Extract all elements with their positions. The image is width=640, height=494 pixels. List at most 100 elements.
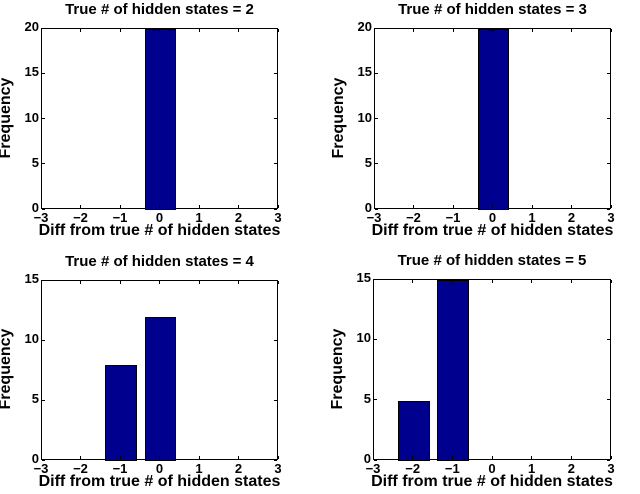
x-tick-mark-top xyxy=(571,29,572,32)
y-tick-mark xyxy=(375,27,378,29)
y-tick-label: 15 xyxy=(24,271,39,286)
x-tick-label: 2 xyxy=(567,210,576,225)
x-tick-label: 3 xyxy=(607,461,615,476)
x-tick-label: 2 xyxy=(234,210,243,225)
y-tick-mark xyxy=(42,279,45,281)
y-tick-label: 5 xyxy=(363,390,371,406)
histogram-bar xyxy=(477,29,510,210)
y-tick-label: 0 xyxy=(363,451,371,466)
x-tick-mark-top xyxy=(491,280,493,283)
y-tick-label: 5 xyxy=(364,154,372,170)
y-tick-mark-right xyxy=(607,118,610,119)
y-tick-label: 10 xyxy=(356,330,371,346)
y-axis-label: Frequency xyxy=(0,328,14,410)
x-tick-label: −3 xyxy=(365,461,381,476)
x-tick-mark xyxy=(452,205,454,208)
x-tick-label: −2 xyxy=(73,461,88,476)
y-tick-mark xyxy=(375,118,378,119)
y-tick-mark xyxy=(42,399,45,401)
y-tick-mark xyxy=(42,27,45,29)
x-tick-mark-top xyxy=(413,29,414,32)
y-tick-mark-right xyxy=(607,72,610,74)
x-tick-mark xyxy=(198,205,200,208)
x-tick-label: −1 xyxy=(112,210,128,225)
y-tick-mark-right xyxy=(607,278,610,280)
x-tick-mark-top xyxy=(610,29,612,32)
x-tick-label: 1 xyxy=(528,210,536,225)
x-tick-label: −1 xyxy=(445,210,461,225)
y-tick-mark xyxy=(375,72,378,74)
x-tick-mark-top xyxy=(373,29,375,32)
histogram-bar xyxy=(144,29,177,210)
y-tick-label: 5 xyxy=(31,391,39,406)
y-tick-mark xyxy=(42,118,45,119)
y-tick-label: 15 xyxy=(24,64,39,80)
y-tick-mark xyxy=(42,163,45,165)
x-tick-mark xyxy=(198,456,200,459)
x-tick-mark xyxy=(372,456,374,459)
x-axis-label: Diff from true # of hidden states xyxy=(38,222,281,239)
x-tick-label: 2 xyxy=(567,461,575,476)
x-tick-label: 1 xyxy=(195,210,203,225)
x-tick-label: −2 xyxy=(406,210,421,225)
x-tick-mark xyxy=(159,456,160,459)
x-tick-mark xyxy=(277,456,279,459)
x-tick-mark xyxy=(159,205,160,208)
x-tick-mark-top xyxy=(119,29,121,32)
x-axis-label: Diff from true # of hidden states xyxy=(371,473,613,490)
x-tick-mark xyxy=(571,205,572,208)
x-tick-mark xyxy=(80,456,81,459)
y-tick-mark xyxy=(374,459,377,461)
y-tick-label: 20 xyxy=(357,19,372,34)
x-tick-label: 2 xyxy=(234,461,243,476)
y-tick-mark-right xyxy=(607,163,610,165)
x-tick-label: 3 xyxy=(607,210,615,225)
chart-title: True # of hidden states = 2 xyxy=(65,1,254,18)
y-tick-label: 10 xyxy=(24,109,39,125)
x-tick-mark xyxy=(451,456,453,459)
x-tick-mark-top xyxy=(80,281,81,284)
x-tick-mark xyxy=(570,456,572,459)
x-tick-mark-top xyxy=(277,29,279,32)
x-tick-mark xyxy=(610,456,612,459)
x-tick-mark-top xyxy=(412,280,414,283)
y-tick-mark xyxy=(374,338,377,340)
y-tick-label: 0 xyxy=(31,451,39,466)
x-tick-label: 0 xyxy=(155,210,164,225)
y-tick-label: 10 xyxy=(357,109,372,125)
plot-area xyxy=(41,280,278,461)
y-tick-mark xyxy=(375,163,378,165)
chart-title: True # of hidden states = 4 xyxy=(65,253,254,270)
plot-area xyxy=(373,279,611,461)
x-tick-mark xyxy=(491,456,493,459)
y-tick-mark-right xyxy=(274,279,277,281)
y-tick-mark-right xyxy=(607,27,610,29)
chart-title: True # of hidden states = 5 xyxy=(397,252,587,269)
y-tick-mark-right xyxy=(274,399,277,401)
x-tick-mark xyxy=(40,456,42,459)
x-tick-mark xyxy=(40,205,42,208)
y-tick-mark xyxy=(42,459,45,461)
x-tick-label: −1 xyxy=(112,461,128,476)
x-tick-label: 1 xyxy=(195,461,203,476)
y-tick-mark xyxy=(374,278,377,280)
y-axis-label: Frequency xyxy=(0,77,14,158)
x-tick-mark xyxy=(373,205,375,208)
x-tick-mark-top xyxy=(238,29,239,32)
plot-area xyxy=(41,28,278,210)
y-tick-mark xyxy=(42,208,45,210)
x-tick-label: −2 xyxy=(73,210,88,225)
x-tick-mark-top xyxy=(159,29,160,32)
x-tick-mark xyxy=(531,456,533,459)
x-tick-label: 0 xyxy=(488,210,497,225)
x-tick-mark-top xyxy=(159,281,160,284)
x-tick-mark xyxy=(238,456,239,459)
y-tick-mark-right xyxy=(274,72,277,74)
x-tick-mark-top xyxy=(40,281,42,284)
x-tick-label: −1 xyxy=(444,461,460,476)
x-axis-label: Diff from true # of hidden states xyxy=(38,473,281,490)
x-tick-mark-top xyxy=(531,29,533,32)
x-tick-mark-top xyxy=(119,281,121,284)
y-tick-label: 5 xyxy=(31,154,39,170)
y-tick-label: 0 xyxy=(31,200,39,215)
